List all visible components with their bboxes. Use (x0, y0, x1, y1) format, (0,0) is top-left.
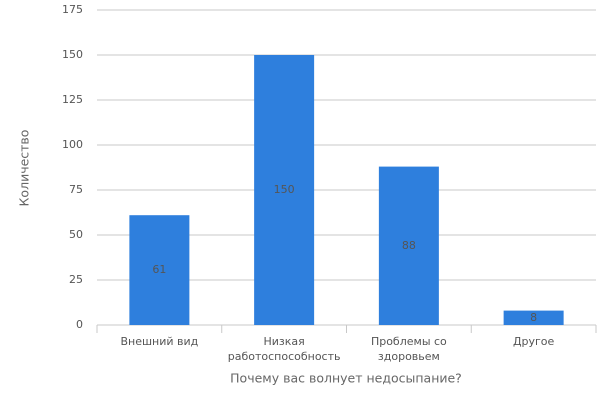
value-label: 150 (274, 183, 295, 196)
bar (254, 55, 315, 325)
x-axis-title: Почему вас волнует недосыпание? (230, 371, 462, 386)
value-label: 8 (530, 311, 537, 324)
y-tick-label: 100 (62, 138, 83, 151)
y-axis-title: Количество (17, 130, 32, 207)
y-tick-label: 50 (69, 228, 83, 241)
x-tick-label: Проблемы со здоровьем (371, 335, 447, 363)
y-tick-label: 25 (69, 273, 83, 286)
y-tick-label: 125 (62, 93, 83, 106)
value-label: 61 (152, 263, 166, 276)
x-tick-label: Другое (513, 335, 555, 348)
bar (503, 310, 564, 325)
value-label: 88 (402, 239, 416, 252)
y-tick-label: 175 (62, 3, 83, 16)
x-tick-label: Низкая работоспособность (228, 335, 341, 363)
y-tick-label: 150 (62, 48, 83, 61)
bar (129, 215, 190, 325)
bar (378, 166, 439, 325)
x-tick-label: Внешний вид (120, 335, 198, 348)
y-tick-label: 0 (76, 318, 83, 331)
y-tick-label: 75 (69, 183, 83, 196)
